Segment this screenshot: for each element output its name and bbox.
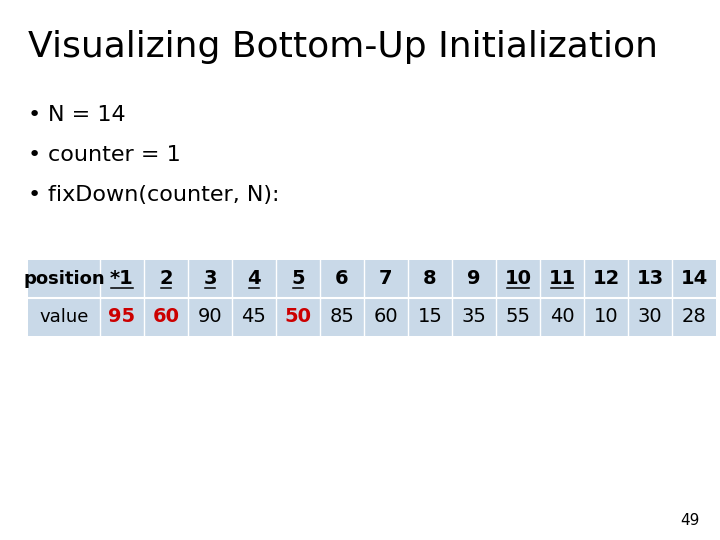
Text: 13: 13 — [636, 269, 664, 288]
Text: •: • — [28, 145, 41, 165]
Text: fixDown(counter, N):: fixDown(counter, N): — [48, 185, 279, 205]
Text: 15: 15 — [418, 307, 442, 327]
Text: 85: 85 — [330, 307, 354, 327]
Text: 10: 10 — [505, 269, 531, 288]
Text: •: • — [28, 105, 41, 125]
Text: 14: 14 — [680, 269, 708, 288]
Text: Visualizing Bottom-Up Initialization: Visualizing Bottom-Up Initialization — [28, 30, 658, 64]
Text: 8: 8 — [423, 269, 437, 288]
Text: 12: 12 — [593, 269, 620, 288]
Text: 3: 3 — [203, 269, 217, 288]
Text: 49: 49 — [680, 513, 700, 528]
Text: 30: 30 — [638, 307, 662, 327]
Text: position: position — [23, 270, 105, 288]
Text: 55: 55 — [505, 307, 531, 327]
Text: •: • — [28, 185, 41, 205]
Text: 45: 45 — [242, 307, 266, 327]
Text: 2: 2 — [159, 269, 173, 288]
Text: 11: 11 — [549, 269, 575, 288]
Text: 60: 60 — [374, 307, 398, 327]
Text: 5: 5 — [291, 269, 305, 288]
Text: 50: 50 — [284, 307, 312, 327]
Text: 60: 60 — [153, 307, 179, 327]
Text: 90: 90 — [198, 307, 222, 327]
Bar — [28, 260, 716, 298]
Text: N = 14: N = 14 — [48, 105, 125, 125]
Text: value: value — [40, 308, 89, 326]
Text: 40: 40 — [549, 307, 575, 327]
Bar — [28, 298, 716, 336]
Text: 9: 9 — [467, 269, 481, 288]
Text: *1: *1 — [110, 269, 134, 288]
Text: 7: 7 — [379, 269, 392, 288]
Text: counter = 1: counter = 1 — [48, 145, 181, 165]
Text: 28: 28 — [682, 307, 706, 327]
Text: 10: 10 — [594, 307, 618, 327]
Text: 6: 6 — [336, 269, 348, 288]
Text: 95: 95 — [109, 307, 135, 327]
Text: 35: 35 — [462, 307, 487, 327]
Text: 4: 4 — [247, 269, 261, 288]
